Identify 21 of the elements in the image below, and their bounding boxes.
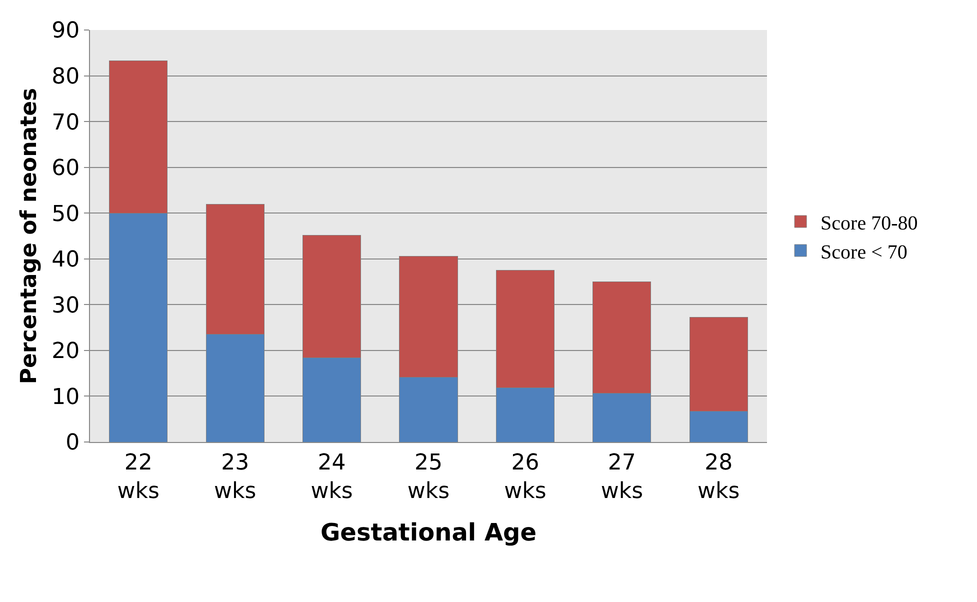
y-tick-label: 50 — [52, 202, 80, 227]
y-tick-label: 90 — [52, 18, 80, 44]
y-tick-label: 0 — [66, 430, 80, 456]
x-tick-label: 25 wks — [407, 450, 450, 504]
x-tick-label: 26 wks — [504, 450, 546, 504]
legend-label: Score < 70 — [820, 241, 908, 264]
x-tick-label: 28 wks — [698, 450, 740, 504]
x-axis-title: Gestational Age — [320, 518, 537, 546]
x-tick-label: 27 wks — [600, 450, 644, 504]
y-axis-title: Percentage of neonates — [17, 88, 42, 384]
x-tick-label: 23 wks — [214, 450, 256, 504]
y-tick-label: 40 — [52, 248, 80, 273]
y-tick-label: 30 — [52, 293, 80, 318]
y-tick-label: 70 — [52, 110, 80, 136]
x-tick-label: 22 wks — [117, 450, 160, 504]
y-tick-label: 60 — [52, 156, 80, 182]
y-tick-label: 20 — [52, 339, 80, 364]
x-tick-label: 24 wks — [310, 450, 353, 504]
y-tick-label: 80 — [52, 64, 80, 90]
legend-label: Score 70-80 — [820, 212, 918, 234]
y-tick-label: 10 — [52, 384, 80, 410]
